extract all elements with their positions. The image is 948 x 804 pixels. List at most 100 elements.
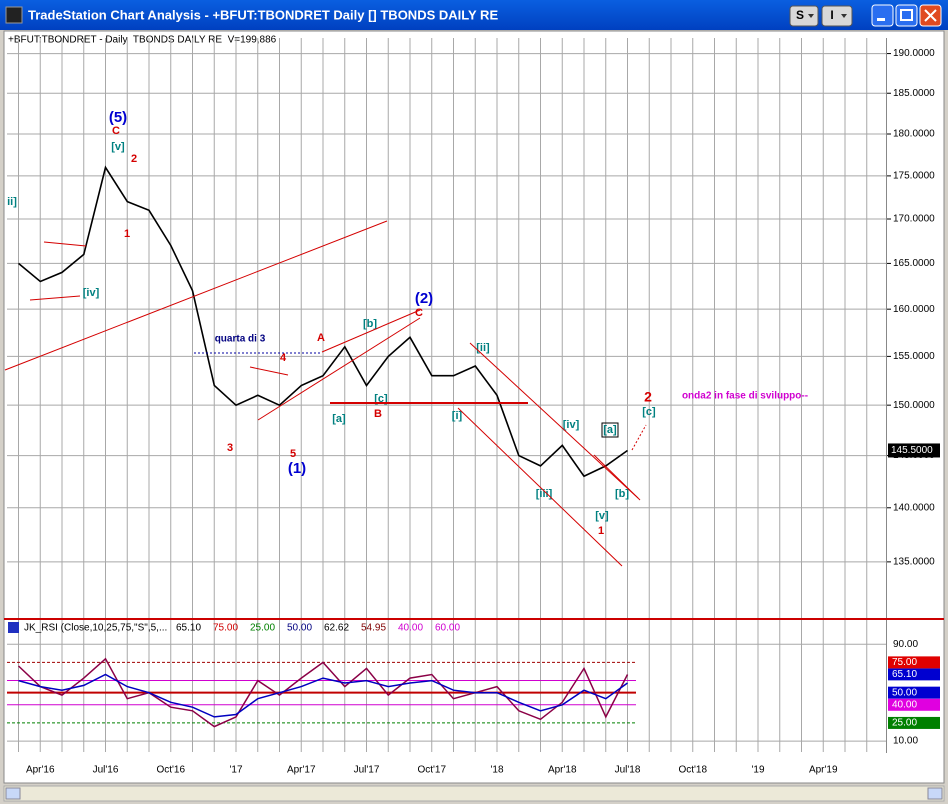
wave-label: [c] — [374, 393, 388, 405]
toolbar-button[interactable]: I — [821, 5, 853, 27]
panel-divider — [4, 618, 944, 620]
price-line — [17, 165, 628, 478]
wave-label: [a] — [603, 424, 617, 436]
wave-label: [i] — [452, 410, 463, 422]
last-value-label: 145.5000 — [891, 445, 933, 456]
value-box — [888, 686, 940, 699]
wave-label: ii] — [7, 196, 17, 208]
scrollbar[interactable] — [3, 785, 945, 802]
dropdown-arrow[interactable] — [808, 14, 814, 18]
x-tick-label: '19 — [751, 765, 764, 776]
x-tick-label: '18 — [490, 765, 503, 776]
x-tick-label: Oct'17 — [417, 765, 446, 776]
button-frame[interactable] — [789, 5, 819, 27]
wave-label: C — [415, 307, 423, 319]
wave-label: A — [317, 332, 325, 344]
wave-label: 1 — [598, 525, 604, 537]
value-box-label: 40.00 — [892, 699, 917, 710]
legend-value: 25.00 — [250, 623, 275, 634]
value-box-label: 25.00 — [892, 718, 917, 729]
minimize-button[interactable] — [871, 4, 894, 27]
rsi-line — [17, 657, 629, 728]
wave-label: [iv] — [83, 287, 100, 299]
last-value-box — [888, 443, 940, 458]
y-tick-label: 180.0000 — [893, 129, 935, 140]
legend-value: 60.00 — [435, 623, 460, 634]
wave-label: B — [374, 408, 382, 420]
icon — [900, 9, 913, 21]
toolbar-button[interactable]: S — [789, 5, 819, 27]
scroll-right[interactable] — [927, 787, 943, 800]
trendline — [457, 407, 623, 567]
legend-value: 65.10 — [176, 623, 201, 634]
rsi-line — [18, 673, 628, 718]
wave-label: 4 — [280, 352, 287, 364]
legend-value: 54.95 — [361, 623, 386, 634]
wave-label: 2 — [131, 153, 137, 165]
button-frame[interactable] — [895, 4, 918, 27]
wave-label: [b] — [363, 318, 377, 330]
icon — [877, 18, 885, 21]
wave-label: (1) — [288, 460, 306, 477]
scroll-left[interactable] — [5, 787, 21, 800]
value-box — [888, 668, 940, 681]
trendline — [631, 424, 647, 451]
wave-label: (5) — [109, 109, 127, 126]
wave-label: [iv] — [563, 419, 580, 431]
value-box — [888, 698, 940, 711]
y-tick-label: 10.00 — [893, 736, 918, 747]
maximize-button[interactable] — [895, 4, 918, 27]
wave-label: [v] — [595, 510, 609, 522]
button-frame[interactable] — [871, 4, 894, 27]
legend-value: 75.00 — [213, 623, 238, 634]
wave-label: quarta di 3 — [215, 334, 266, 345]
trendlines — [4, 220, 647, 567]
wave-label: [a] — [332, 413, 346, 425]
x-tick-label: Apr'17 — [287, 765, 316, 776]
close-button[interactable] — [919, 4, 942, 27]
wave-label: [b] — [615, 488, 629, 500]
indicator-icon — [8, 622, 19, 633]
chart-subtitle: +BFUT:TBONDRET - Daily TBONDS DAILY RE V… — [8, 35, 277, 46]
button-label[interactable]: S — [796, 8, 804, 22]
wave-label: 2 — [644, 389, 652, 405]
indicator-title: JK_RSI (Close,10,25,75,"S",5,... — [24, 623, 167, 634]
trendline — [593, 454, 641, 501]
y-tick-label: 135.0000 — [893, 557, 935, 568]
axis-line — [886, 38, 887, 753]
wave-label: [ii] — [476, 342, 490, 354]
button-frame[interactable] — [821, 5, 853, 27]
wave-label: (2) — [415, 290, 433, 307]
trendline — [43, 241, 87, 247]
window-title: TradeStation Chart Analysis - +BFUT:TBON… — [28, 7, 498, 22]
x-tick-label: Apr'18 — [548, 765, 577, 776]
chart-layer: Apr'16 Jul'16 Oct'16 '17 Apr'17 Jul'17 Oct'17 '… — [7, 38, 940, 776]
x-tick-label: Jul'18 — [615, 765, 641, 776]
wave-label: 5 — [290, 448, 296, 460]
button-label[interactable]: I — [830, 8, 833, 22]
app-icon — [5, 6, 23, 24]
y-tick-label: 160.0000 — [893, 304, 935, 315]
x-tick-label: '17 — [229, 765, 242, 776]
trendline — [249, 366, 289, 376]
y-tick-label: 185.0000 — [893, 88, 935, 99]
x-tick-label: Oct'18 — [678, 765, 707, 776]
y-tick-label: 150.0000 — [893, 400, 935, 411]
x-tick-label: Apr'19 — [809, 765, 838, 776]
value-box — [888, 716, 940, 729]
y-tick-label: 175.0000 — [893, 171, 935, 182]
y-tick-label: 190.0000 — [893, 48, 935, 59]
legend-value: 40.00 — [398, 623, 423, 634]
wave-label: [c] — [642, 406, 656, 418]
wave-label: 1 — [124, 228, 130, 240]
annotation-box — [601, 422, 619, 438]
dropdown-arrow[interactable] — [841, 14, 847, 18]
y-tick-label: 165.0000 — [893, 258, 935, 269]
trendline — [469, 342, 639, 499]
legend-value: 50.00 — [287, 623, 312, 634]
trendline — [4, 220, 388, 371]
x-tick-label: Jul'17 — [354, 765, 380, 776]
value-box — [888, 656, 940, 669]
